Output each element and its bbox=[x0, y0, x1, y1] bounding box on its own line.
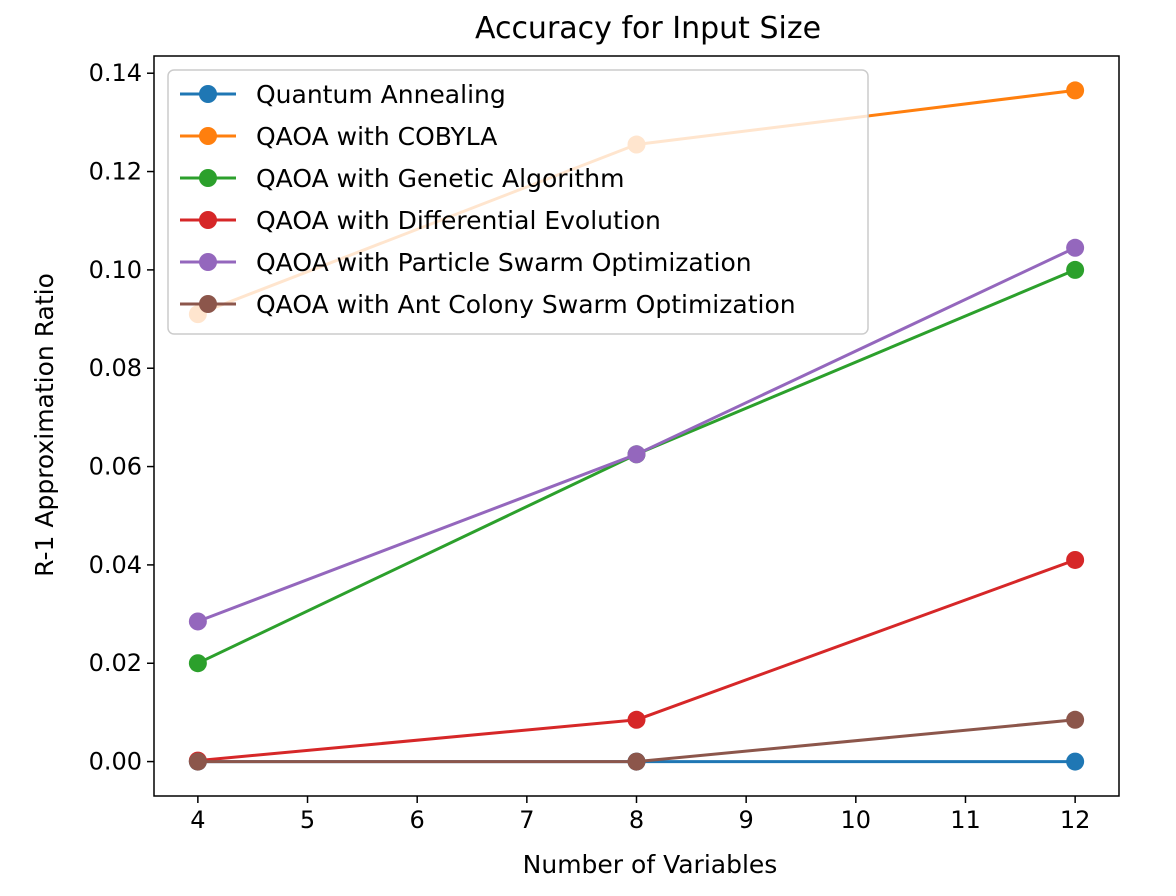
data-point bbox=[1066, 710, 1085, 729]
legend-label: QAOA with COBYLA bbox=[256, 122, 497, 151]
data-point bbox=[1066, 260, 1085, 279]
data-point bbox=[627, 445, 646, 464]
x-tick-label: 12 bbox=[1060, 806, 1091, 834]
data-point bbox=[188, 654, 207, 673]
y-tick-label: 0.00 bbox=[89, 748, 142, 776]
legend-marker bbox=[199, 127, 217, 145]
x-axis-ticks: 4 5 6 7 8 9 10 11 12 bbox=[190, 796, 1090, 834]
data-point bbox=[1066, 550, 1085, 569]
series-5 bbox=[188, 238, 1085, 631]
x-tick-label: 7 bbox=[519, 806, 534, 834]
data-point bbox=[1066, 752, 1085, 771]
legend-label: QAOA with Particle Swarm Optimization bbox=[256, 248, 752, 277]
legend-marker bbox=[199, 169, 217, 187]
series-layer bbox=[188, 81, 1085, 771]
y-tick-label: 0.06 bbox=[89, 453, 142, 481]
data-point bbox=[627, 752, 646, 771]
x-axis-label: Number of Variables bbox=[523, 850, 778, 879]
x-tick-label: 6 bbox=[410, 806, 425, 834]
legend-marker bbox=[199, 295, 217, 313]
data-point bbox=[188, 752, 207, 771]
x-tick-label: 9 bbox=[739, 806, 754, 834]
series-6 bbox=[188, 710, 1085, 771]
legend-item: Quantum Annealing bbox=[180, 80, 506, 109]
x-tick-label: 5 bbox=[300, 806, 315, 834]
y-tick-label: 0.14 bbox=[89, 59, 142, 87]
legend: Quantum Annealing QAOA with COBYLA QAOA wi… bbox=[167, 69, 869, 335]
series-4 bbox=[188, 550, 1085, 770]
legend-label: QAOA with Genetic Algorithm bbox=[256, 164, 624, 193]
legend-item: QAOA with COBYLA bbox=[180, 122, 497, 151]
x-tick-label: 11 bbox=[950, 806, 981, 834]
y-tick-label: 0.12 bbox=[89, 158, 142, 186]
y-tick-label: 0.10 bbox=[89, 256, 142, 284]
y-axis-label: R-1 Approximation Ratio bbox=[30, 273, 59, 577]
legend-item: QAOA with Differential Evolution bbox=[180, 206, 661, 235]
legend-box bbox=[167, 69, 869, 335]
legend-item: QAOA with Ant Colony Swarm Optimization bbox=[180, 290, 796, 319]
y-axis-ticks: 0.00 0.02 0.04 0.06 0.08 0.10 0.12 0.14 bbox=[89, 59, 154, 776]
legend-item: QAOA with Genetic Algorithm bbox=[180, 164, 624, 193]
y-tick-label: 0.04 bbox=[89, 551, 142, 579]
data-point bbox=[188, 612, 207, 631]
legend-item: QAOA with Particle Swarm Optimization bbox=[180, 248, 752, 277]
data-point bbox=[1066, 238, 1085, 257]
y-tick-label: 0.08 bbox=[89, 354, 142, 382]
legend-marker bbox=[199, 85, 217, 103]
data-point bbox=[1066, 81, 1085, 100]
series-line bbox=[197, 558, 1076, 763]
x-tick-label: 4 bbox=[190, 806, 205, 834]
legend-marker bbox=[199, 211, 217, 229]
legend-marker bbox=[199, 253, 217, 271]
legend-label: QAOA with Ant Colony Swarm Optimization bbox=[256, 290, 796, 319]
chart-title: Accuracy for Input Size bbox=[475, 11, 821, 46]
x-tick-label: 10 bbox=[841, 806, 872, 834]
data-point bbox=[627, 710, 646, 729]
legend-label: Quantum Annealing bbox=[256, 80, 506, 109]
x-tick-label: 8 bbox=[629, 806, 644, 834]
legend-label: QAOA with Differential Evolution bbox=[256, 206, 661, 235]
y-tick-label: 0.02 bbox=[89, 649, 142, 677]
